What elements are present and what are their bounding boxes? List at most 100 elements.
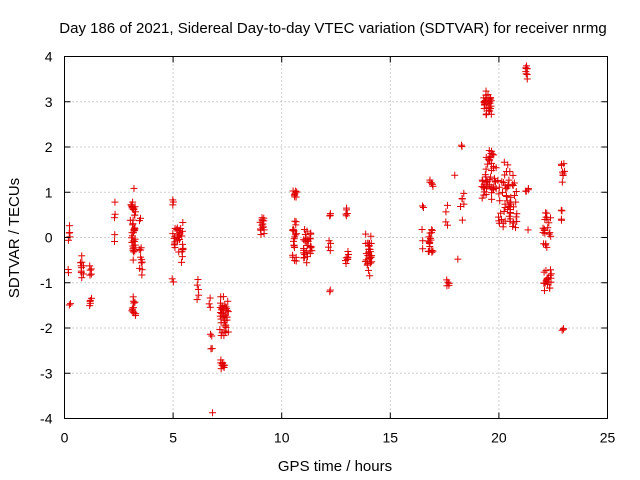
data-point	[427, 179, 435, 187]
data-point	[558, 178, 566, 186]
data-point	[65, 301, 73, 309]
data-point	[365, 239, 373, 247]
data-point	[418, 202, 426, 210]
data-point	[494, 176, 502, 184]
data-point	[524, 226, 532, 234]
data-point	[497, 209, 505, 217]
data-point	[217, 306, 225, 314]
data-point	[547, 214, 555, 222]
data-point	[290, 242, 298, 250]
y-tick-label: 2	[45, 139, 53, 155]
data-point	[216, 299, 224, 307]
data-point	[495, 183, 503, 191]
data-point	[547, 270, 555, 278]
data-point	[292, 253, 300, 261]
y-tick-label: -1	[40, 275, 53, 291]
data-point	[362, 230, 370, 238]
data-point	[111, 231, 119, 239]
data-point	[513, 217, 521, 225]
data-point	[292, 187, 300, 195]
data-point	[128, 229, 136, 237]
data-point	[137, 214, 145, 222]
data-point	[492, 164, 500, 172]
data-point	[486, 95, 494, 103]
data-point	[428, 227, 436, 235]
data-point	[222, 321, 230, 329]
data-point	[489, 184, 497, 192]
data-point	[78, 258, 86, 266]
data-point	[509, 171, 517, 179]
data-point	[460, 189, 468, 197]
data-point	[557, 161, 565, 169]
data-point	[512, 224, 520, 232]
data-point	[168, 275, 176, 283]
data-point	[443, 201, 451, 209]
data-point	[343, 210, 351, 218]
data-point	[217, 331, 225, 339]
y-tick-label: -2	[40, 320, 53, 336]
data-point	[501, 217, 509, 225]
data-point	[218, 305, 226, 313]
data-point	[306, 242, 314, 250]
data-point	[169, 196, 177, 204]
data-point	[485, 176, 493, 184]
data-point	[501, 181, 509, 189]
data-point	[557, 206, 565, 214]
data-point	[64, 265, 72, 273]
data-point	[128, 204, 136, 212]
data-point	[540, 287, 548, 295]
data-point	[131, 211, 139, 219]
data-point	[129, 216, 137, 224]
data-point	[364, 266, 372, 274]
data-point	[509, 222, 517, 230]
data-point	[512, 187, 520, 195]
data-point	[178, 253, 186, 261]
data-point	[129, 246, 137, 254]
data-point	[326, 286, 334, 294]
data-point	[130, 184, 138, 192]
data-point	[366, 252, 374, 260]
data-point	[561, 167, 569, 175]
data-point	[505, 176, 513, 184]
data-point	[179, 240, 187, 248]
data-point	[178, 258, 186, 266]
data-point	[301, 251, 309, 259]
plot-frame	[64, 56, 608, 419]
data-point	[136, 264, 144, 272]
data-point	[504, 181, 512, 189]
data-point	[77, 262, 85, 270]
data-point	[523, 62, 531, 70]
grid-lines	[64, 56, 608, 419]
data-point	[546, 266, 554, 274]
data-point	[224, 308, 232, 316]
data-point	[67, 300, 75, 308]
data-point	[130, 299, 138, 307]
data-point	[86, 262, 94, 270]
data-point	[342, 210, 350, 218]
data-point	[111, 198, 119, 206]
y-tick-label: -4	[40, 411, 53, 427]
data-point	[558, 207, 566, 215]
data-point	[419, 203, 427, 211]
data-point	[364, 260, 372, 268]
data-point	[76, 259, 84, 267]
x-tick-label: 5	[169, 430, 177, 446]
x-axis-tick-labels: 0 5 10 15 20 25	[61, 430, 616, 446]
data-point	[425, 248, 433, 256]
data-point	[558, 326, 566, 334]
data-point	[258, 214, 266, 222]
data-point	[481, 171, 489, 179]
data-point	[130, 225, 138, 233]
data-point	[128, 304, 136, 312]
data-point	[451, 171, 459, 179]
data-point	[488, 150, 496, 158]
data-point	[478, 194, 486, 202]
data-point	[88, 294, 96, 302]
data-point	[428, 226, 436, 234]
data-point	[513, 210, 521, 218]
data-point	[326, 210, 334, 218]
data-point	[66, 229, 74, 237]
data-points	[64, 62, 569, 417]
data-point	[482, 87, 490, 95]
